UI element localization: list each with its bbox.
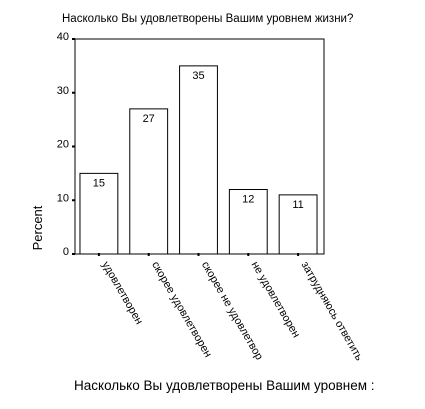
data-label: 12 — [242, 194, 254, 206]
y-axis-label: Percent — [30, 205, 45, 250]
x-tick-label: удовлетворен — [99, 260, 145, 327]
bar — [129, 108, 169, 255]
bar — [228, 189, 268, 255]
y-tick-label: 0 — [63, 246, 69, 258]
chart-title: Насколько Вы удовлетворены Вашим уровнем… — [62, 13, 353, 25]
x-axis-label: Насколько Вы удовлетворены Вашим уровнем… — [74, 378, 375, 393]
y-tick-label: 30 — [57, 85, 69, 97]
y-tick-label: 10 — [57, 192, 69, 204]
y-axis: 0 10 20 30 40 — [57, 31, 75, 258]
x-tick-label: скорее удовлетворен — [149, 260, 214, 360]
bar — [278, 194, 318, 255]
bar — [179, 65, 218, 255]
y-tick-label: 40 — [57, 31, 69, 43]
data-label: 35 — [192, 70, 204, 82]
data-labels: 15 27 35 12 11 — [93, 70, 304, 211]
bar — [79, 172, 119, 255]
data-label: 11 — [292, 199, 303, 211]
bars — [79, 65, 318, 256]
x-tick-label: не удовлетворен — [249, 260, 302, 340]
x-tick-label: затрудняюсь ответить — [299, 260, 366, 364]
y-tick-label: 20 — [57, 139, 69, 151]
data-label: 15 — [93, 177, 105, 189]
data-label: 27 — [143, 113, 155, 125]
